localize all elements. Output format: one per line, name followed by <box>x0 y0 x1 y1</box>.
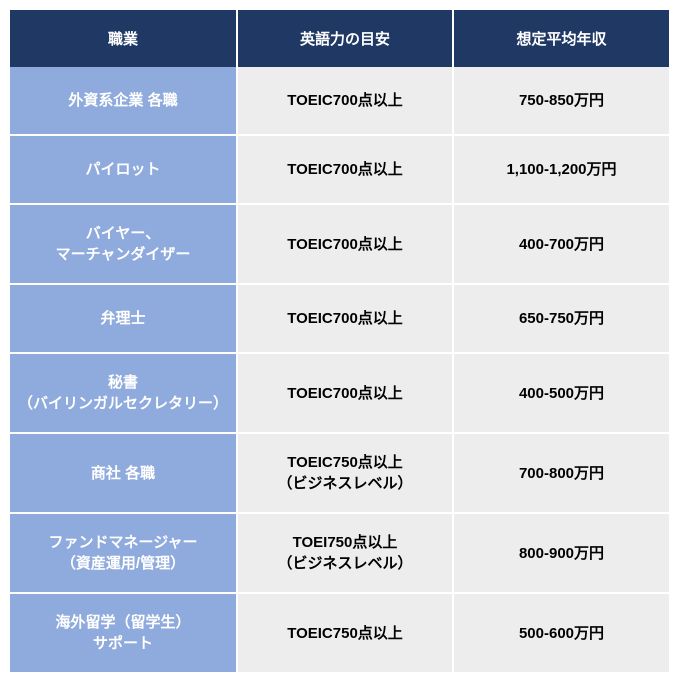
cell-occupation: パイロット <box>10 136 238 205</box>
table-row: バイヤー、マーチャンダイザーTOEIC700点以上400-700万円 <box>10 205 669 285</box>
table-row: パイロットTOEIC700点以上1,100-1,200万円 <box>10 136 669 205</box>
table-header-row: 職業 英語力の目安 想定平均年収 <box>10 10 669 67</box>
cell-english: TOEIC700点以上 <box>238 285 454 354</box>
table-body: 外資系企業 各職TOEIC700点以上750-850万円パイロットTOEIC70… <box>10 67 669 674</box>
cell-salary: 400-500万円 <box>454 354 669 434</box>
cell-english: TOEI750点以上（ビジネスレベル） <box>238 514 454 594</box>
cell-english: TOEIC700点以上 <box>238 67 454 136</box>
cell-occupation: 外資系企業 各職 <box>10 67 238 136</box>
cell-salary: 750-850万円 <box>454 67 669 136</box>
cell-occupation: ファンドマネージャー（資産運用/管理） <box>10 514 238 594</box>
cell-salary: 500-600万円 <box>454 594 669 674</box>
cell-occupation: バイヤー、マーチャンダイザー <box>10 205 238 285</box>
header-english: 英語力の目安 <box>238 10 454 67</box>
cell-occupation: 弁理士 <box>10 285 238 354</box>
cell-salary: 650-750万円 <box>454 285 669 354</box>
header-salary: 想定平均年収 <box>454 10 669 67</box>
table-row: 海外留学（留学生）サポートTOEIC750点以上500-600万円 <box>10 594 669 674</box>
cell-english: TOEIC750点以上 <box>238 594 454 674</box>
occupation-salary-table: 職業 英語力の目安 想定平均年収 外資系企業 各職TOEIC700点以上750-… <box>10 10 669 674</box>
table-row: 秘書（バイリンガルセクレタリー）TOEIC700点以上400-500万円 <box>10 354 669 434</box>
cell-english: TOEIC750点以上（ビジネスレベル） <box>238 434 454 514</box>
cell-english: TOEIC700点以上 <box>238 354 454 434</box>
cell-salary: 1,100-1,200万円 <box>454 136 669 205</box>
cell-occupation: 海外留学（留学生）サポート <box>10 594 238 674</box>
table-row: ファンドマネージャー（資産運用/管理）TOEI750点以上（ビジネスレベル）80… <box>10 514 669 594</box>
cell-english: TOEIC700点以上 <box>238 205 454 285</box>
cell-salary: 400-700万円 <box>454 205 669 285</box>
table-row: 外資系企業 各職TOEIC700点以上750-850万円 <box>10 67 669 136</box>
cell-salary: 800-900万円 <box>454 514 669 594</box>
header-occupation: 職業 <box>10 10 238 67</box>
cell-salary: 700-800万円 <box>454 434 669 514</box>
table-row: 商社 各職TOEIC750点以上（ビジネスレベル）700-800万円 <box>10 434 669 514</box>
cell-occupation: 商社 各職 <box>10 434 238 514</box>
cell-english: TOEIC700点以上 <box>238 136 454 205</box>
table-row: 弁理士TOEIC700点以上650-750万円 <box>10 285 669 354</box>
cell-occupation: 秘書（バイリンガルセクレタリー） <box>10 354 238 434</box>
